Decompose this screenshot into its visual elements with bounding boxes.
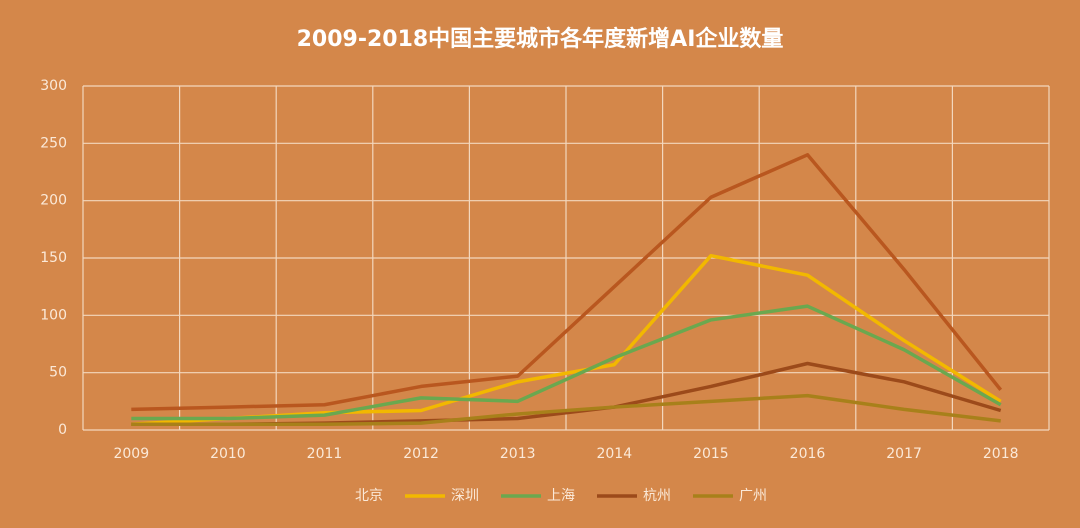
x-tick-label: 2010 xyxy=(210,446,246,462)
x-tick-label: 2018 xyxy=(983,446,1019,462)
y-tick-label: 250 xyxy=(40,135,67,151)
x-tick-label: 2016 xyxy=(790,446,826,462)
series-line xyxy=(131,153,1003,412)
chart-title: 2009-2018中国主要城市各年度新增AI企业数量 xyxy=(297,26,784,52)
y-tick-label: 100 xyxy=(40,307,67,323)
y-tick-label: 0 xyxy=(58,422,67,438)
legend-label: 上海 xyxy=(547,488,575,504)
x-tick-label: 2015 xyxy=(693,446,729,462)
y-tick-label: 50 xyxy=(49,365,67,381)
legend-label: 北京 xyxy=(355,488,383,504)
series-line xyxy=(131,304,1002,421)
y-tick-label: 200 xyxy=(40,193,67,209)
x-tick-label: 2011 xyxy=(307,446,343,462)
legend-label: 杭州 xyxy=(643,488,671,504)
x-tick-label: 2012 xyxy=(403,446,439,462)
x-tick-label: 2017 xyxy=(886,446,922,462)
series-line xyxy=(131,393,1001,427)
y-tick-label: 150 xyxy=(40,250,67,266)
x-tick-label: 2013 xyxy=(500,446,536,462)
legend-label: 广州 xyxy=(739,488,767,504)
legend-label: 深圳 xyxy=(451,488,479,504)
x-tick-label: 2014 xyxy=(596,446,632,462)
y-tick-label: 300 xyxy=(40,78,67,94)
x-tick-label: 2009 xyxy=(113,446,149,462)
